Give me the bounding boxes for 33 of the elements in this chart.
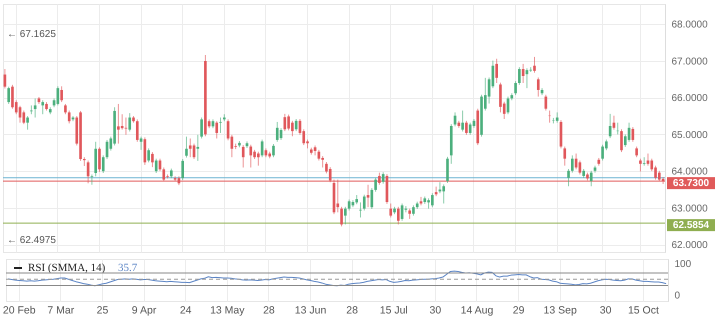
- ref-line-label: 63.7300: [672, 178, 710, 190]
- x-tick-label: 30: [600, 304, 612, 316]
- x-tick-label: 20 Feb: [2, 304, 36, 316]
- ref-line-label: 62.5854: [672, 220, 710, 232]
- x-tick-label: 13 Sep: [544, 304, 577, 316]
- x-tick-label: 15 Oct: [628, 304, 659, 316]
- annotation: ← 62.4975: [7, 235, 56, 246]
- y-tick-label: 63.0000: [672, 203, 708, 214]
- x-tick-label: 28: [263, 304, 275, 316]
- y-tick-label: 0: [674, 290, 680, 302]
- y-tick-label: 65.0000: [672, 130, 708, 141]
- y-tick-label: 100: [674, 259, 692, 270]
- x-tick-label: 15 Jul: [380, 304, 408, 316]
- y-tick-label: 66.0000: [672, 93, 708, 104]
- x-tick-label: 14 Aug: [460, 304, 494, 316]
- x-tick-label: 13 Jun: [294, 304, 326, 316]
- y-tick-label: 62.0000: [672, 240, 708, 252]
- series-label: RSI (SMMA, 14): [28, 262, 106, 274]
- x-tick-label: 30: [430, 304, 442, 316]
- x-tick-label: 9 Apr: [132, 304, 157, 316]
- y-tick-label: 64.0000: [672, 166, 708, 178]
- annotation: ← 67.1625: [7, 29, 56, 40]
- y-tick-label: 68.0000: [672, 20, 708, 31]
- candlestick: [552, 117, 555, 124]
- x-tick-label: 7 Mar: [47, 304, 75, 316]
- y-tick-label: 67.0000: [672, 56, 708, 68]
- x-tick-label: 25: [96, 304, 108, 316]
- x-tick-label: 24: [180, 304, 192, 316]
- x-tick-label: 13 May: [210, 304, 246, 316]
- line-series: [7, 270, 667, 286]
- x-tick-label: 28: [346, 304, 358, 316]
- annotation: 35.7: [118, 262, 138, 274]
- x-tick-label: 29: [512, 304, 525, 316]
